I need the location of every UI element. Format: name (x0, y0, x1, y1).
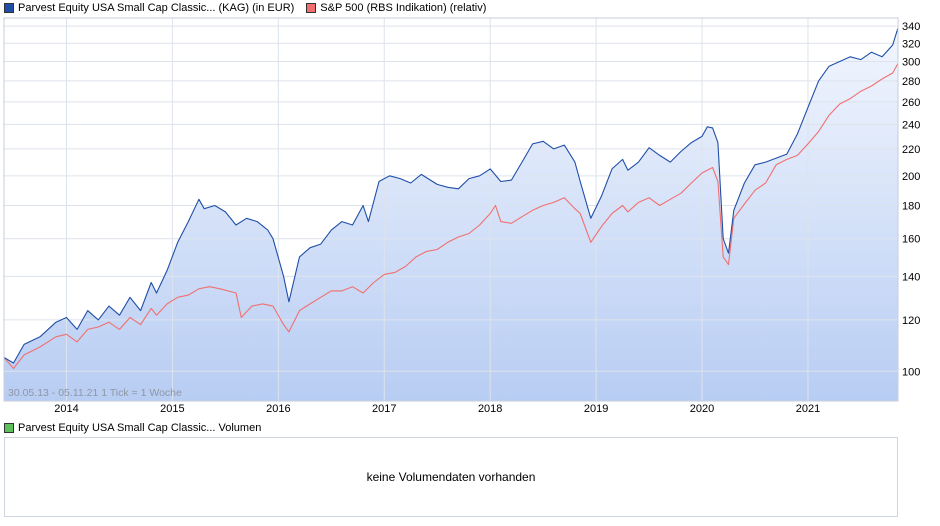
sp500-series-line (3, 63, 899, 370)
x-tick-label: 2016 (266, 403, 290, 415)
y-tick-label: 260 (902, 97, 920, 109)
fund-series-line (3, 27, 899, 364)
y-tick-label: 100 (902, 366, 920, 378)
legend-item-volume: Parvest Equity USA Small Cap Classic... … (4, 421, 261, 435)
y-tick-label: 240 (902, 119, 920, 131)
legend-top: Parvest Equity USA Small Cap Classic... … (4, 1, 498, 15)
legend-label-sp500: S&P 500 (RBS Indikation) (relativ) (320, 2, 487, 14)
legend-volume: Parvest Equity USA Small Cap Classic... … (4, 421, 273, 435)
volume-empty-message: keine Volumendaten vorhanden (366, 470, 536, 484)
x-tick-label: 2015 (160, 403, 184, 415)
y-tick-label: 340 (902, 21, 920, 33)
y-tick-label: 280 (902, 76, 920, 88)
x-tick-label: 2020 (690, 403, 714, 415)
x-tick-label: 2018 (478, 403, 502, 415)
fund-area-fill (4, 27, 898, 402)
x-tick-label: 2019 (584, 403, 608, 415)
x-tick-label: 2021 (796, 403, 820, 415)
legend-item-sp500: S&P 500 (RBS Indikation) (relativ) (306, 1, 486, 15)
legend-label-volume: Parvest Equity USA Small Cap Classic... … (18, 422, 262, 434)
y-tick-label: 320 (902, 38, 920, 50)
legend-item-fund: Parvest Equity USA Small Cap Classic... … (4, 1, 294, 15)
y-tick-label: 180 (902, 201, 920, 213)
volume-panel: keine Volumendaten vorhanden (4, 437, 898, 517)
legend-swatch-volume (4, 423, 14, 433)
y-tick-label: 220 (902, 144, 920, 156)
y-tick-label: 160 (902, 234, 920, 246)
plot-frame (3, 17, 899, 402)
y-tick-label: 300 (902, 56, 920, 68)
legend-swatch-fund (4, 3, 14, 13)
y-tick-label: 140 (902, 271, 920, 283)
y-tick-label: 120 (902, 315, 920, 327)
price-chart[interactable]: 100 120 140 160 180 200 220 240 260 280 300 320 340 2… (0, 16, 940, 416)
x-tick-label: 2014 (54, 403, 78, 415)
x-tick-label: 2017 (372, 403, 396, 415)
date-range-note: 30.05.13 - 05.11.21 1 Tick = 1 Woche (8, 387, 182, 399)
legend-swatch-sp500 (306, 3, 317, 13)
legend-label-fund: Parvest Equity USA Small Cap Classic... … (18, 2, 295, 14)
y-tick-label: 200 (902, 171, 920, 183)
